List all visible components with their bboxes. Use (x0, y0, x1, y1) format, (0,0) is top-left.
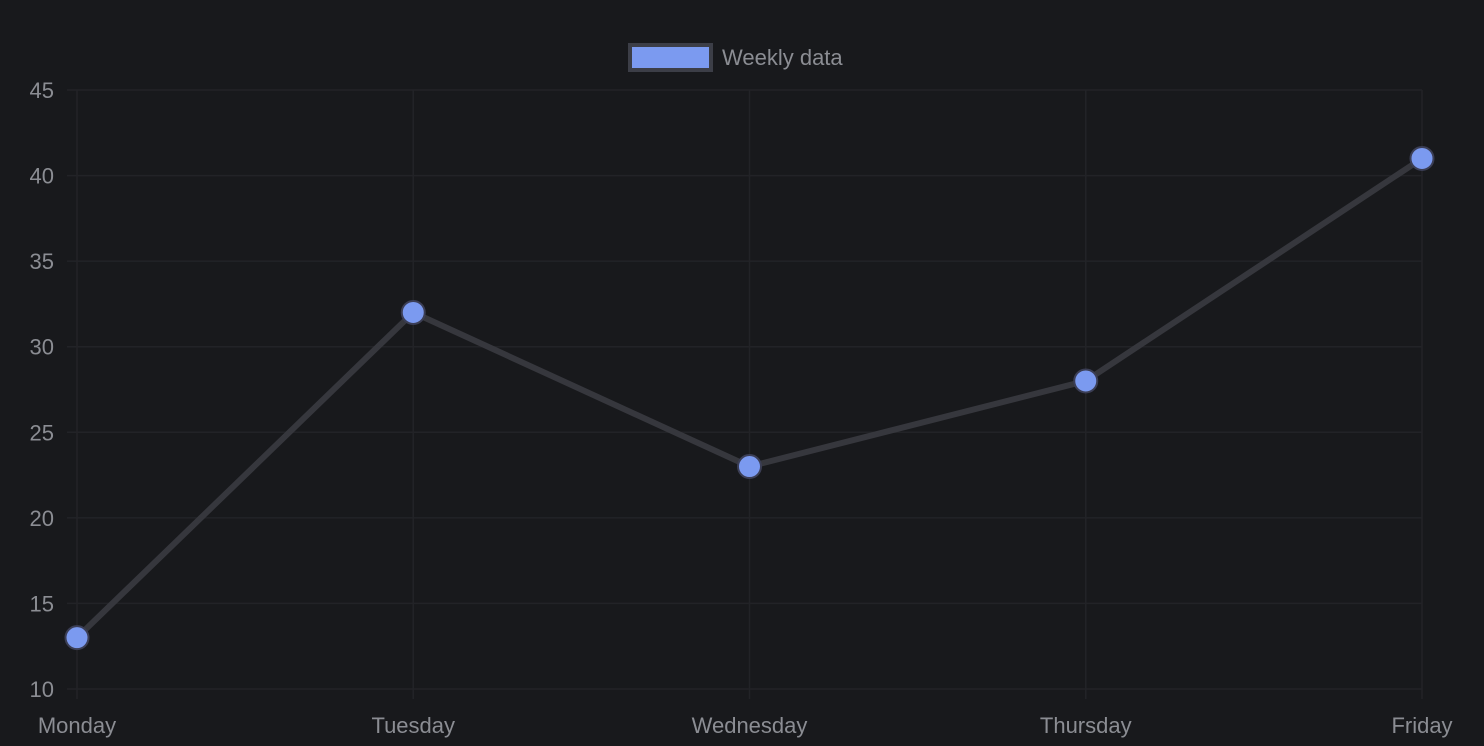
data-point[interactable] (1411, 147, 1434, 170)
data-point[interactable] (1074, 369, 1097, 392)
x-tick-label: Monday (38, 713, 116, 738)
y-tick-label: 25 (30, 420, 54, 445)
data-point[interactable] (402, 301, 425, 324)
y-tick-label: 10 (30, 677, 54, 702)
x-tick-label: Wednesday (692, 713, 808, 738)
legend-swatch[interactable] (630, 45, 711, 70)
grid-lines (67, 90, 1422, 699)
y-tick-label: 40 (30, 164, 54, 189)
x-tick-label: Thursday (1040, 713, 1132, 738)
data-point[interactable] (66, 626, 89, 649)
y-tick-label: 45 (30, 78, 54, 103)
x-tick-label: Tuesday (371, 713, 455, 738)
legend[interactable]: Weekly data (630, 45, 843, 70)
axis-labels: 45 40 35 30 25 20 15 10 Monday Tuesday Wednesday Th… (30, 78, 1453, 738)
data-point[interactable] (738, 455, 761, 478)
y-tick-label: 30 (30, 335, 54, 360)
y-tick-label: 35 (30, 249, 54, 274)
legend-label[interactable]: Weekly data (722, 45, 843, 70)
x-tick-label: Friday (1391, 713, 1452, 738)
y-tick-label: 20 (30, 506, 54, 531)
y-tick-label: 15 (30, 591, 54, 616)
